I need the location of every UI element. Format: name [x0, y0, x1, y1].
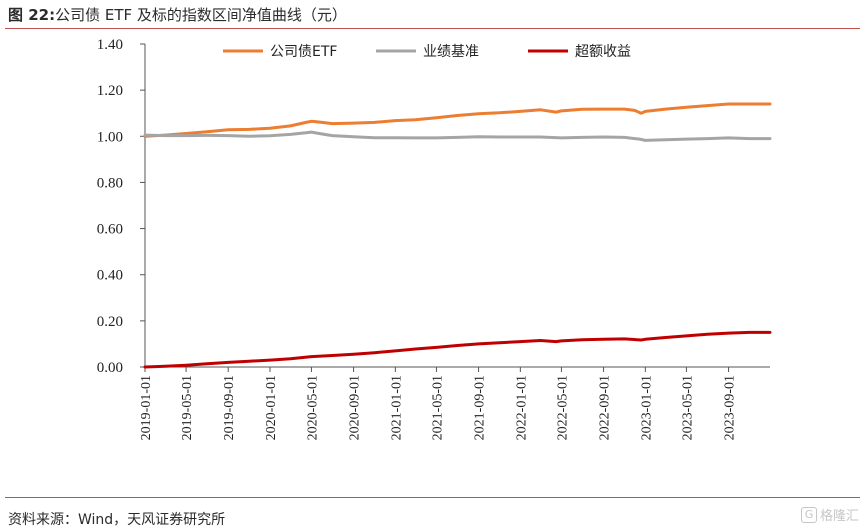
watermark-logo-icon: G: [800, 506, 817, 523]
x-tick-label: 2020-05-01: [305, 375, 320, 440]
x-tick-label: 2021-01-01: [389, 375, 404, 440]
chart-axes: 0.00 0.20 0.40 0.60 0.80 1.00 1.20 1.40 2019-01-…: [97, 37, 770, 440]
legend-label-1: 公司债ETF: [270, 44, 337, 60]
source-note: 资料来源：Wind，天风证券研究所: [8, 512, 226, 528]
y-tick-label: 1.00: [97, 129, 123, 145]
x-tick-label: 2019-09-01: [222, 375, 237, 440]
chart-series: [143, 102, 772, 369]
bottom-rule: [5, 497, 860, 498]
x-tick-label: 2020-09-01: [348, 375, 363, 440]
legend-label-3: 超额收益: [575, 44, 631, 60]
series-line-3: [143, 330, 772, 369]
x-tick-label: 2022-05-01: [555, 375, 570, 440]
x-tick-label: 2023-09-01: [723, 375, 738, 440]
chart-title: 图 22:公司债 ETF 及标的指数区间净值曲线（元）: [8, 4, 347, 25]
watermark: G 格隆汇: [800, 505, 859, 524]
legend-label-2: 业绩基准: [423, 43, 479, 60]
x-tick-label: 2022-09-01: [598, 375, 613, 440]
x-tick-label: 2023-05-01: [680, 375, 695, 440]
y-tick-label: 1.40: [97, 37, 123, 53]
x-tick-label: 2020-01-01: [264, 375, 279, 440]
top-rule: [5, 28, 860, 29]
watermark-text: 格隆汇: [819, 509, 859, 524]
chart-title-text: 公司债 ETF 及标的指数区间净值曲线（元）: [55, 6, 347, 24]
y-tick-label: 0.00: [97, 360, 123, 376]
figure-number: 图 22:: [8, 6, 56, 24]
x-tick-label: 2021-05-01: [430, 375, 445, 440]
series-line-2: [143, 130, 772, 142]
y-tick-label: 0.40: [97, 268, 123, 284]
x-tick-label: 2022-01-01: [514, 375, 529, 440]
y-tick-label: 0.20: [97, 314, 123, 330]
x-tick-label: 2021-09-01: [473, 375, 488, 440]
line-chart: 0.00 0.20 0.40 0.60 0.80 1.00 1.20 1.40 2019-01-…: [97, 37, 772, 440]
y-tick-label: 0.60: [97, 222, 123, 238]
series-line-1: [143, 102, 772, 138]
y-tick-label: 1.20: [97, 83, 123, 99]
x-tick-label: 2023-01-01: [639, 375, 654, 440]
y-tick-label: 0.80: [97, 175, 123, 191]
x-tick-label: 2019-01-01: [139, 375, 154, 440]
x-tick-label: 2019-05-01: [180, 375, 195, 440]
chart-legend: 公司债ETF 业绩基准 超额收益: [223, 43, 631, 60]
